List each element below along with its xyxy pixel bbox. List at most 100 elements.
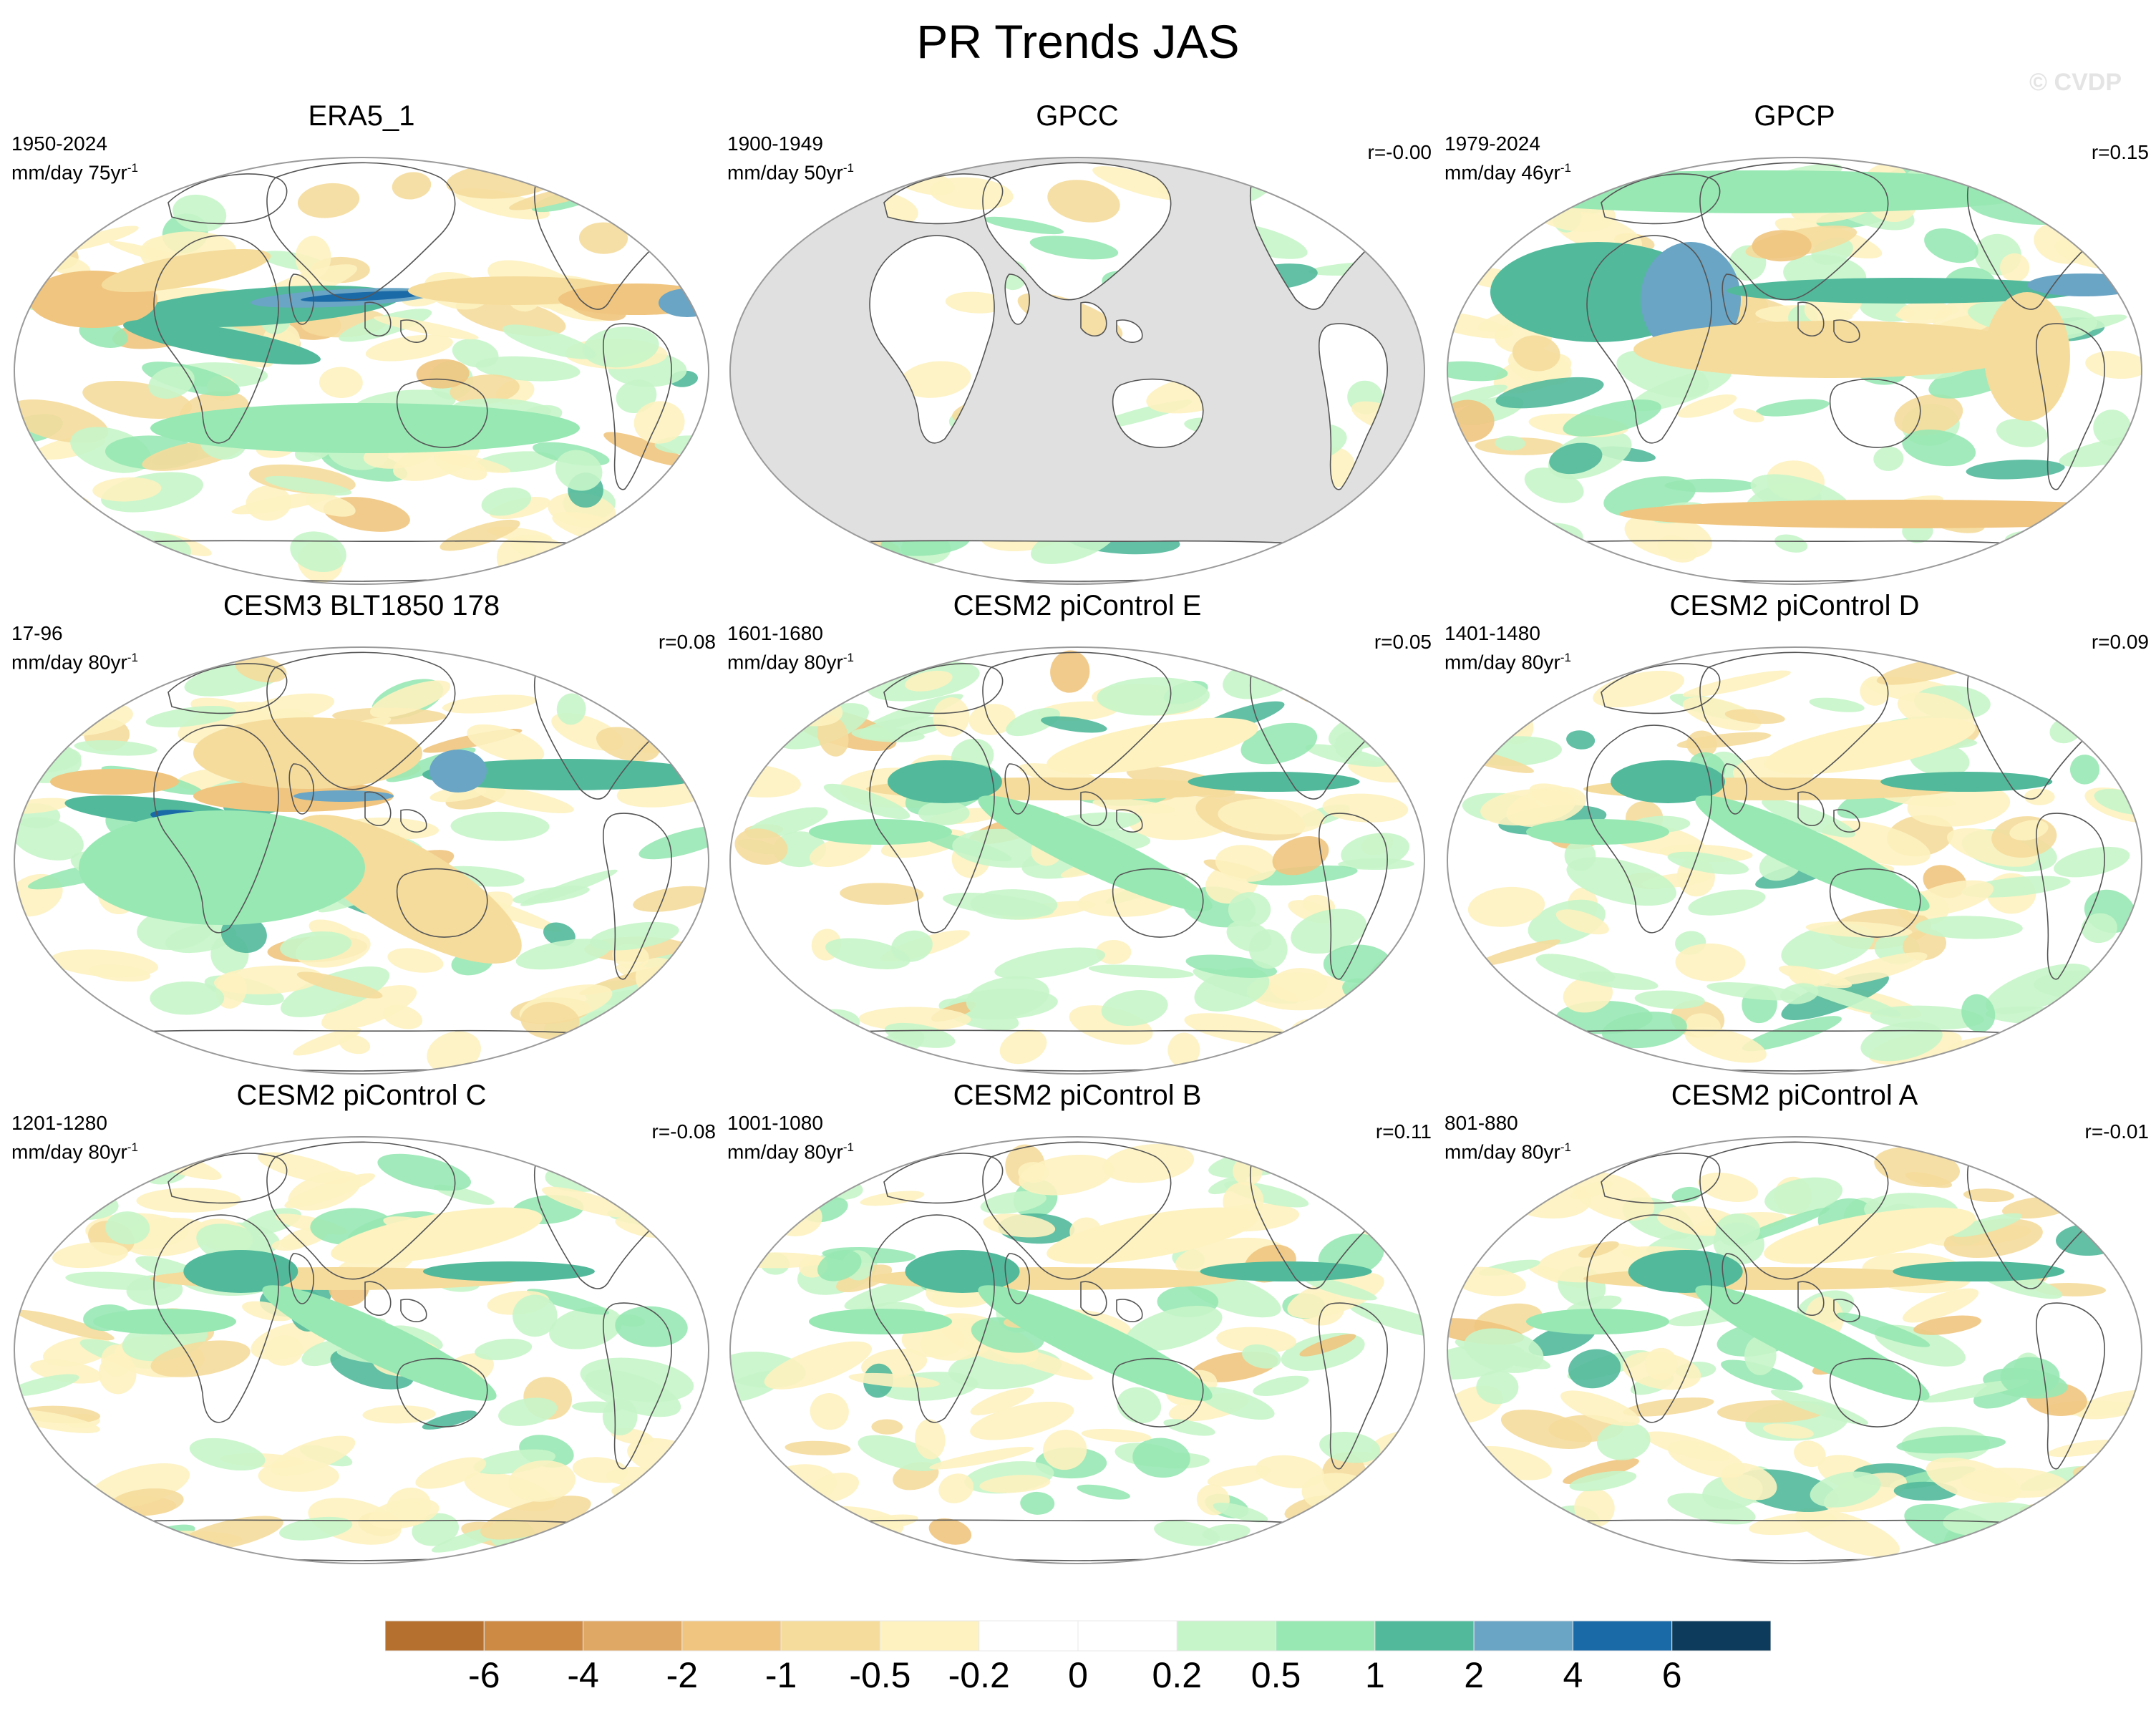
trend-shading <box>810 1392 849 1430</box>
trend-shading <box>427 1031 481 1074</box>
trend-shading <box>2027 273 2142 296</box>
coastline-seasia <box>1797 791 1860 833</box>
trend-shading <box>1269 968 1328 1002</box>
panel-units: mm/day 80yr-1 <box>727 1135 854 1164</box>
trend-shading <box>105 1211 150 1245</box>
coastline-southamerica <box>1318 323 1388 490</box>
trend-shading <box>173 194 227 232</box>
trend-shading <box>1667 851 1749 875</box>
trend-shading <box>16 1309 115 1341</box>
colorbar-tick-label: 0 <box>1068 1655 1088 1695</box>
trend-shading <box>851 727 925 742</box>
trend-shading <box>1644 1347 1678 1380</box>
trend-shading <box>858 1435 941 1471</box>
trend-shading <box>1226 920 1271 952</box>
trend-shading <box>970 1401 1074 1440</box>
map-border <box>1447 157 2142 585</box>
colorbar-tick-label: 1 <box>1364 1655 1385 1695</box>
coastline-europe <box>1601 663 1721 714</box>
panel-units: mm/day 75yr-1 <box>11 156 138 185</box>
trend-shading <box>858 1007 971 1032</box>
trend-shading <box>1742 1016 1842 1052</box>
panel-units: mm/day 50yr-1 <box>727 156 854 185</box>
trend-shading <box>72 534 122 552</box>
trend-shading <box>1242 1344 1281 1369</box>
trend-shading <box>1721 1359 1803 1391</box>
trend-shading <box>1727 278 2084 304</box>
units-exponent: -1 <box>127 651 138 664</box>
trend-shading <box>978 1285 1213 1401</box>
trend-shading <box>1798 981 1902 1017</box>
trend-shading <box>659 289 709 317</box>
panel-title: GPCP <box>1754 100 1835 132</box>
map-field <box>1447 647 2142 1074</box>
coastline-asia <box>1699 651 1889 790</box>
trend-shading <box>1095 939 1132 964</box>
trend-shading <box>817 1250 862 1281</box>
trend-shading <box>52 1191 119 1221</box>
coastline-seasia <box>1080 301 1143 343</box>
coastline-southamerica <box>2035 813 2105 980</box>
trend-shading <box>50 949 159 978</box>
coastline-greenland <box>669 157 706 180</box>
coastline-africa <box>869 1214 995 1423</box>
trend-shading <box>2020 183 2053 198</box>
trend-shading <box>1472 513 1507 553</box>
world-map <box>14 646 709 1075</box>
trend-shading <box>627 1026 709 1057</box>
trend-shading <box>809 836 872 868</box>
trend-shading <box>1774 534 1808 553</box>
map-panel: CESM2 piControl E 1601-1680 mm/day 80yr-1 r… <box>723 588 1432 1075</box>
trend-shading <box>1549 442 1603 475</box>
trend-shading <box>734 828 788 865</box>
trend-shading <box>1896 1435 2006 1454</box>
trend-shading <box>1686 730 1717 758</box>
trend-shading <box>1475 939 1561 967</box>
trend-shading <box>618 538 705 571</box>
trend-shading <box>150 1340 251 1377</box>
coastline-asia <box>982 162 1172 301</box>
coastline-australia <box>1829 1357 1921 1428</box>
trend-shading <box>65 1271 172 1291</box>
trend-shading <box>1299 1334 1356 1357</box>
trend-shading <box>905 1250 1020 1293</box>
trend-shading <box>905 670 953 692</box>
trend-shading <box>2092 1040 2122 1060</box>
trend-shading <box>556 693 586 725</box>
trend-shading <box>823 783 911 820</box>
world-map <box>1447 157 2142 585</box>
trend-shading <box>817 715 849 757</box>
coastline-southamerica <box>1318 813 1388 980</box>
trend-shading <box>999 1029 1047 1065</box>
coastline-europe <box>167 1153 288 1204</box>
trend-shading <box>633 401 685 444</box>
trend-shading <box>1574 1488 1615 1528</box>
trend-shading <box>279 1516 353 1541</box>
map-border <box>1447 646 2142 1075</box>
trend-shading <box>1633 321 2034 378</box>
trend-shading <box>1578 1241 1619 1258</box>
trend-shading <box>1794 1440 1826 1468</box>
trend-shading <box>780 1170 860 1190</box>
trend-shading <box>633 886 709 912</box>
map-panel: GPCC 1900-1949 mm/day 50yr-1 r=-0.00 <box>723 99 1432 586</box>
trend-shading <box>305 493 356 517</box>
trend-shading <box>1215 845 1277 882</box>
trend-shading <box>555 450 603 491</box>
trend-shading <box>642 1168 682 1206</box>
trend-shading <box>730 1516 844 1560</box>
trend-shading <box>1985 964 2092 1014</box>
coastline-india <box>288 1253 314 1304</box>
trend-shading <box>1480 788 1575 826</box>
coastline-asia <box>1699 162 1889 301</box>
units-exponent: -1 <box>843 651 854 664</box>
trend-shading <box>24 513 117 541</box>
trend-shading <box>1870 1005 1985 1030</box>
trend-shading <box>2085 351 2142 379</box>
pattern-correlation: r=-0.00 <box>1367 141 1432 163</box>
trend-shading <box>1922 1379 2030 1403</box>
trend-shading <box>481 487 532 516</box>
trend-shading <box>377 1153 472 1191</box>
units-exponent: -1 <box>843 161 854 175</box>
units-text: mm/day 80yr <box>727 651 843 674</box>
